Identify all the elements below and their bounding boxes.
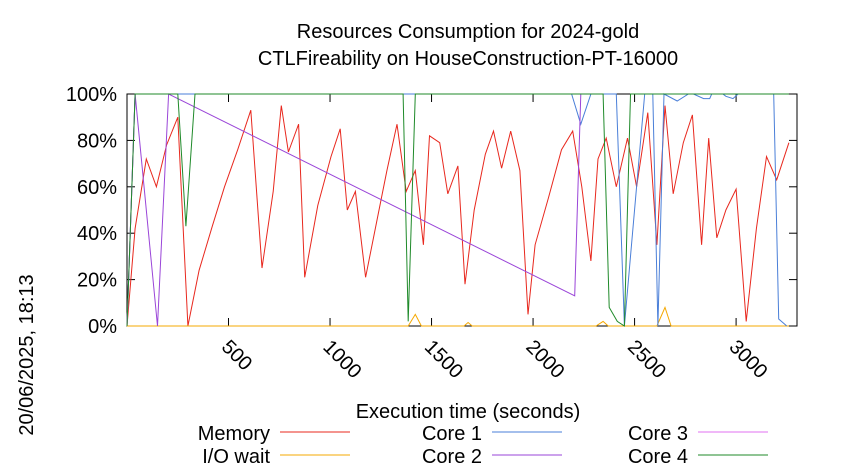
x-tick-label: 1500 bbox=[420, 336, 467, 383]
x-tick-label: 1000 bbox=[318, 336, 365, 383]
legend-label: Memory bbox=[198, 423, 270, 445]
legend-label: Core 1 bbox=[422, 423, 482, 445]
y-tick-label: 60% bbox=[77, 177, 117, 199]
y-tick-label: 20% bbox=[77, 270, 117, 292]
x-tick-label: 2000 bbox=[522, 336, 569, 383]
series-line-memory bbox=[126, 105, 790, 327]
x-tick-label: 500 bbox=[217, 336, 256, 375]
x-axis: 500 1000 1500 2000 2500 3000 bbox=[217, 94, 772, 383]
x-tick-label: 3000 bbox=[725, 336, 772, 383]
y-tick-label: 40% bbox=[77, 223, 117, 245]
legend-label: Core 2 bbox=[422, 446, 482, 468]
y-tick-label: 0% bbox=[88, 316, 117, 338]
series-line-core-4 bbox=[126, 93, 789, 327]
series-line-i-o-wait bbox=[127, 305, 789, 327]
legend-label: Core 3 bbox=[628, 423, 688, 445]
legend-label: Core 4 bbox=[628, 446, 688, 468]
y-tick-label: 100% bbox=[66, 84, 117, 106]
y-tick-label: 80% bbox=[77, 130, 117, 152]
plot-frame bbox=[126, 93, 798, 327]
x-axis-label: Execution time (seconds) bbox=[356, 401, 581, 423]
timestamp-label: 20/06/2025, 18:13 bbox=[16, 274, 38, 435]
series-lines bbox=[126, 93, 790, 327]
x-tick-label: 2500 bbox=[623, 336, 670, 383]
chart-title-line1: Resources Consumption for 2024-gold bbox=[297, 21, 639, 43]
y-axis: 0% 20% 40% 60% 80% 100% bbox=[66, 84, 797, 338]
chart-title-line2: CTLFireability on HouseConstruction-PT-1… bbox=[258, 48, 678, 70]
legend-label: I/O wait bbox=[202, 446, 270, 468]
